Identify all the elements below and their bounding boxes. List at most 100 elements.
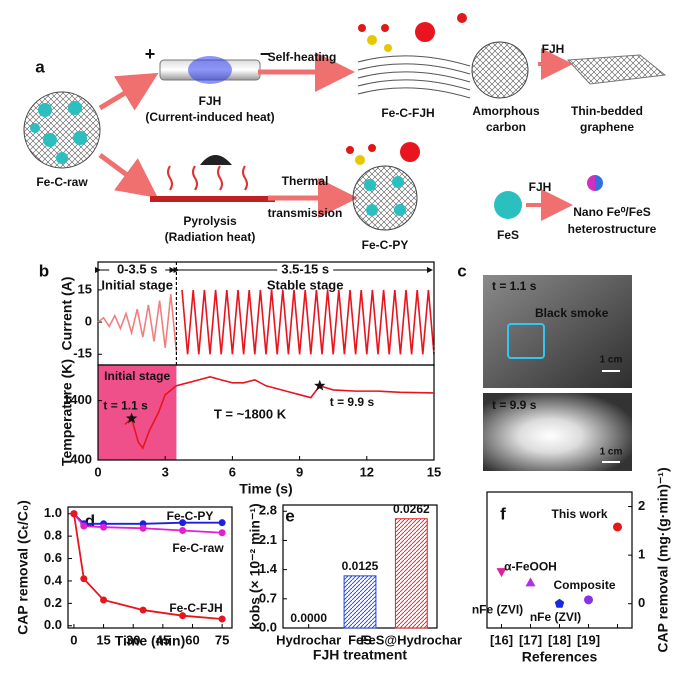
schematic-label: transmission: [268, 206, 343, 220]
y-tick-label: 2.8: [259, 503, 277, 518]
point-label: nFe (ZVI): [472, 602, 523, 616]
schematic-label: Self-heating: [268, 50, 337, 64]
y-tick-label: 0.8: [44, 528, 62, 543]
schematic-label: FJH: [529, 180, 552, 194]
heat-waves: [167, 165, 248, 191]
series-label: Fe-C-PY: [167, 509, 214, 523]
y-tick-label: 0: [85, 314, 92, 329]
x-tick-label: 45: [156, 632, 170, 647]
panel-label: f: [500, 504, 506, 523]
y-tick-label: 2.1: [259, 532, 277, 547]
photos: [483, 275, 632, 471]
schematic-label: FeS: [497, 228, 519, 242]
fe-c-py-sphere: [352, 165, 418, 231]
value-label: 0.0262: [393, 502, 430, 516]
star-marker: [125, 412, 138, 424]
marker-label: t = 9.9 s: [330, 395, 375, 409]
point: [139, 524, 147, 532]
label-bg: [277, 263, 334, 277]
schematic-label: (Radiation heat): [165, 230, 256, 244]
bracket-label: 0-3.5 s: [117, 261, 157, 276]
y-tick-label: 15: [78, 281, 92, 296]
photo-label: Black smoke: [535, 306, 609, 320]
x-axis-label: Time (s): [239, 481, 292, 497]
hetero-half: [595, 175, 603, 191]
x-tick-label: 30: [126, 632, 140, 647]
point: [179, 527, 187, 535]
y-tick-label: 0.4: [44, 572, 63, 587]
x-tick-label: 75: [215, 632, 229, 647]
x-tick-label: Hydrochar: [276, 632, 341, 647]
schematic-label: FJH: [542, 42, 565, 56]
schematic-label: Thermal: [282, 174, 329, 188]
panel-label: d: [85, 511, 95, 530]
photo-label: 1 cm: [600, 355, 623, 366]
x-tick-label: [19]: [577, 632, 600, 647]
amorphous-carbon: [471, 41, 529, 99]
y-tick-label: 0.0: [44, 617, 62, 632]
x-tick-label: 15: [427, 464, 441, 479]
point: [179, 519, 187, 527]
marker-label: t = 1.1 s: [103, 399, 148, 413]
x-tick-label: 0: [94, 464, 101, 479]
plot-frame: [67, 506, 233, 629]
highlight-box: [507, 323, 545, 359]
molecule: [358, 24, 392, 52]
y-axis-label: Current (A): [59, 277, 75, 351]
y-tick-label: 1: [638, 547, 645, 562]
point: [613, 522, 622, 532]
schematic-label: Amorphous: [472, 104, 540, 118]
y-tick-label: 1400: [63, 392, 92, 407]
point-label: α-FeOOH: [504, 560, 557, 574]
point: [554, 598, 565, 608]
schematic-label: Pyrolysis: [183, 214, 237, 228]
y-axis-label: CAP removal (Cₜ/C₀): [15, 500, 31, 635]
arrow: [98, 152, 159, 198]
schematic-label: Fe-C-raw: [36, 175, 88, 189]
y-tick-label: 2: [638, 498, 645, 513]
point: [80, 522, 88, 530]
bracket-sublabel: Initial stage: [101, 277, 173, 292]
fes-particle: [494, 191, 522, 219]
y-tick-label: 0.7: [259, 590, 277, 605]
x-tick-label: 15: [96, 632, 110, 647]
y-axis-label: Temperature (K): [59, 359, 75, 466]
point-label: nFe (ZVI): [530, 610, 581, 624]
region-label: Initial stage: [104, 369, 170, 383]
x-tick-label: [17]: [519, 632, 542, 647]
y-tick-label: 400: [70, 451, 92, 466]
schematic-label: FJH: [199, 94, 222, 108]
molecule: [346, 144, 376, 165]
bracket-sublabel: Stable stage: [267, 277, 344, 292]
schematic-label: Nano Fe⁰/FeS: [573, 205, 651, 219]
region: [98, 365, 177, 460]
value-label: 0.0125: [342, 559, 379, 573]
photo: [483, 393, 632, 471]
series-line: [97, 294, 178, 353]
panel-label: c: [457, 261, 466, 280]
x-tick-label: FeS: [348, 632, 372, 647]
polarity: −: [260, 44, 271, 64]
bracket-label: 3.5-15 s: [281, 261, 329, 276]
hetero-half: [587, 175, 595, 191]
point: [100, 596, 108, 604]
schematic-label: (Current-induced heat): [145, 110, 274, 124]
plot-frame: [97, 364, 435, 461]
layered-carbon: [357, 55, 471, 99]
spark: [188, 56, 232, 84]
point: [179, 612, 187, 620]
polarity: +: [145, 44, 156, 64]
schematic-label: carbon: [486, 120, 526, 134]
panel-label: b: [39, 261, 49, 280]
point: [218, 519, 226, 527]
value-label: 0.0000: [290, 611, 327, 625]
point: [218, 615, 226, 623]
y-axis-label: CAP removal (mg·(g·min)⁻¹): [655, 467, 671, 652]
series-label: Fe-C-raw: [172, 541, 224, 555]
schematic-label: graphene: [580, 120, 634, 134]
x-tick-label: 0: [70, 632, 77, 647]
point: [218, 529, 226, 537]
y-axis-label: kobs (× 10⁻² min⁻¹): [247, 503, 263, 629]
fe-particles: [30, 101, 87, 164]
